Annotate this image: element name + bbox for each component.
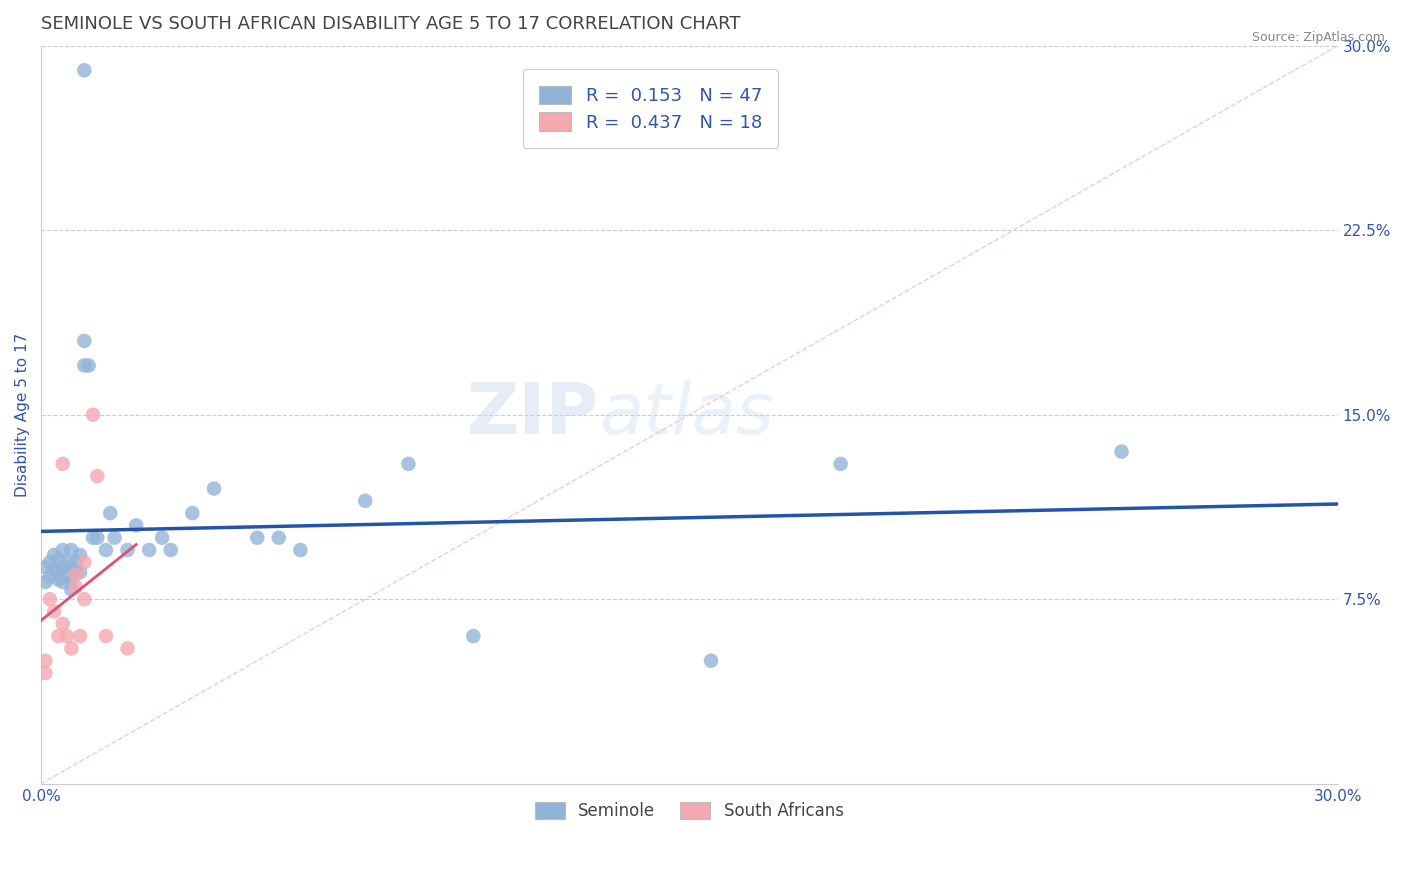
Point: [73, 63, 96, 78]
Text: Source: ZipAtlas.com: Source: ZipAtlas.com: [1251, 31, 1385, 45]
Point: [138, 543, 160, 558]
Point: [42, 563, 65, 577]
Point: [181, 506, 204, 520]
Legend: Seminole, South Africans: Seminole, South Africans: [529, 796, 851, 827]
Text: ZIP: ZIP: [467, 380, 599, 450]
Point: [52, 543, 75, 558]
Point: [52, 574, 75, 589]
Point: [60, 560, 83, 574]
Point: [60, 574, 83, 589]
Point: [38, 555, 60, 569]
Point: [60, 641, 83, 656]
Point: [34, 654, 56, 668]
Point: [69, 629, 91, 643]
Point: [202, 482, 225, 496]
Point: [77, 359, 100, 373]
Point: [98, 506, 121, 520]
Point: [48, 553, 70, 567]
Point: [65, 580, 87, 594]
Point: [60, 582, 83, 597]
Point: [267, 531, 290, 545]
Point: [159, 543, 181, 558]
Point: [56, 567, 79, 582]
Point: [56, 555, 79, 569]
Text: SEMINOLE VS SOUTH AFRICAN DISABILITY AGE 5 TO 17 CORRELATION CHART: SEMINOLE VS SOUTH AFRICAN DISABILITY AGE…: [41, 15, 741, 33]
Point: [69, 565, 91, 579]
Point: [48, 573, 70, 587]
Point: [103, 531, 125, 545]
Point: [48, 629, 70, 643]
Point: [60, 543, 83, 558]
Point: [38, 592, 60, 607]
Point: [52, 560, 75, 574]
Point: [86, 469, 108, 483]
Point: [52, 457, 75, 471]
Point: [73, 555, 96, 569]
Point: [65, 555, 87, 569]
Point: [56, 629, 79, 643]
Point: [73, 592, 96, 607]
Point: [65, 563, 87, 577]
Point: [42, 548, 65, 562]
Point: [69, 548, 91, 562]
Point: [48, 565, 70, 579]
Point: [34, 574, 56, 589]
Point: [94, 629, 117, 643]
Point: [1111, 444, 1133, 458]
Point: [117, 543, 139, 558]
Point: [42, 605, 65, 619]
Point: [86, 531, 108, 545]
Point: [463, 629, 485, 643]
Point: [82, 531, 104, 545]
Point: [94, 543, 117, 558]
Point: [290, 543, 312, 558]
Point: [34, 560, 56, 574]
Point: [65, 567, 87, 582]
Point: [34, 666, 56, 681]
Point: [700, 654, 723, 668]
Point: [398, 457, 420, 471]
Point: [354, 493, 377, 508]
Point: [73, 359, 96, 373]
Point: [246, 531, 269, 545]
Point: [830, 457, 852, 471]
Text: atlas: atlas: [599, 380, 773, 450]
Point: [38, 570, 60, 584]
Point: [117, 641, 139, 656]
Point: [150, 531, 173, 545]
Y-axis label: Disability Age 5 to 17: Disability Age 5 to 17: [15, 333, 30, 497]
Point: [73, 334, 96, 348]
Point: [52, 616, 75, 631]
Point: [82, 408, 104, 422]
Point: [125, 518, 148, 533]
